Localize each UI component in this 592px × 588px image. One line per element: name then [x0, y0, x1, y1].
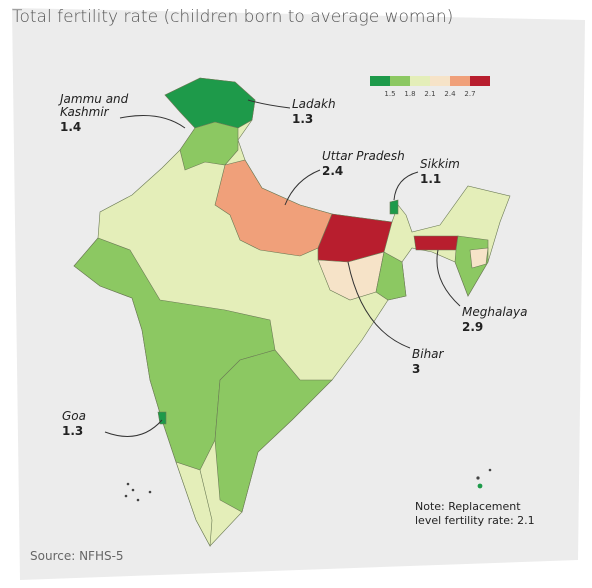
annotation-name: Goa [62, 409, 86, 423]
legend-swatch [390, 76, 410, 86]
annotation-value: 1.4 [60, 120, 81, 134]
legend-swatch [370, 76, 390, 86]
annotation-value: 2.9 [462, 320, 483, 334]
annotation-name: Ladakh [292, 97, 336, 111]
legend-swatch [430, 76, 450, 86]
west-bengal [375, 251, 407, 301]
annotation-value: 1.3 [292, 112, 313, 126]
annotation-value: 2.4 [322, 164, 343, 178]
jammu-kashmir-ladakh [164, 77, 256, 129]
legend-tick-label: 2.1 [424, 90, 435, 98]
annotation-name: Sikkim [420, 157, 460, 171]
southeast-states [214, 349, 333, 513]
legend-swatch [470, 76, 490, 86]
annotation-name: Uttar Pradesh [322, 149, 405, 163]
kerala [175, 461, 213, 548]
uttar-pradesh [214, 159, 333, 257]
annotation-value: 3 [412, 362, 420, 376]
note-line: Note: Replacement [415, 500, 521, 513]
legend-tick-label: 2.4 [444, 90, 456, 98]
legend-swatch [450, 76, 470, 86]
annotation-name: Kashmir [60, 105, 110, 119]
sikkim [389, 199, 399, 215]
title: Total fertility rate (children born to a… [12, 7, 453, 27]
legend-tick-label: 1.5 [384, 90, 395, 98]
source: Source: NFHS-5 [30, 549, 124, 563]
leader-lines [104, 99, 461, 437]
legend: 1.5 1.8 2.1 2.4 2.7 [370, 76, 490, 98]
annotation-name: Meghalaya [462, 305, 527, 319]
northeast-south [469, 247, 489, 269]
goa [157, 411, 167, 425]
annotation-name: Bihar [412, 347, 445, 361]
note-line: level fertility rate: 2.1 [415, 514, 535, 527]
legend-swatch [410, 76, 430, 86]
annotation-value: 1.1 [420, 172, 441, 186]
annotation-name: Jammu and [58, 92, 129, 106]
legend-tick-label: 1.8 [404, 90, 415, 98]
islands [124, 468, 492, 502]
legend-tick-label: 2.7 [464, 90, 475, 98]
meghalaya [413, 235, 459, 251]
annotation-value: 1.3 [62, 424, 83, 438]
